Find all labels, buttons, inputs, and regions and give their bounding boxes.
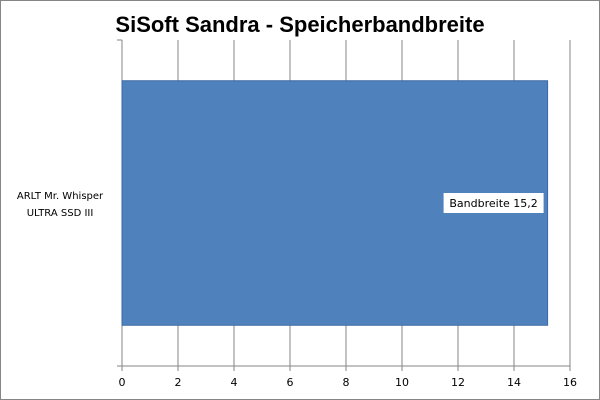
- x-tick-label: 0: [119, 376, 126, 389]
- x-tick-label: 8: [343, 376, 350, 389]
- category-label: ARLT Mr. Whisper ULTRA SSD III: [17, 191, 104, 219]
- chart-title: SiSoft Sandra - Speicherbandbreite: [115, 12, 485, 37]
- x-tick-label: 12: [451, 376, 465, 389]
- data-label: Bandbreite 15,2: [449, 197, 537, 210]
- x-tick-label: 6: [287, 376, 294, 389]
- data-label-box: [443, 193, 544, 213]
- x-tick-label: 4: [231, 376, 238, 389]
- x-tick-label: 16: [563, 376, 577, 389]
- x-tick-label: 10: [395, 376, 409, 389]
- x-tick-label: 2: [175, 376, 182, 389]
- x-tick-label: 14: [507, 376, 521, 389]
